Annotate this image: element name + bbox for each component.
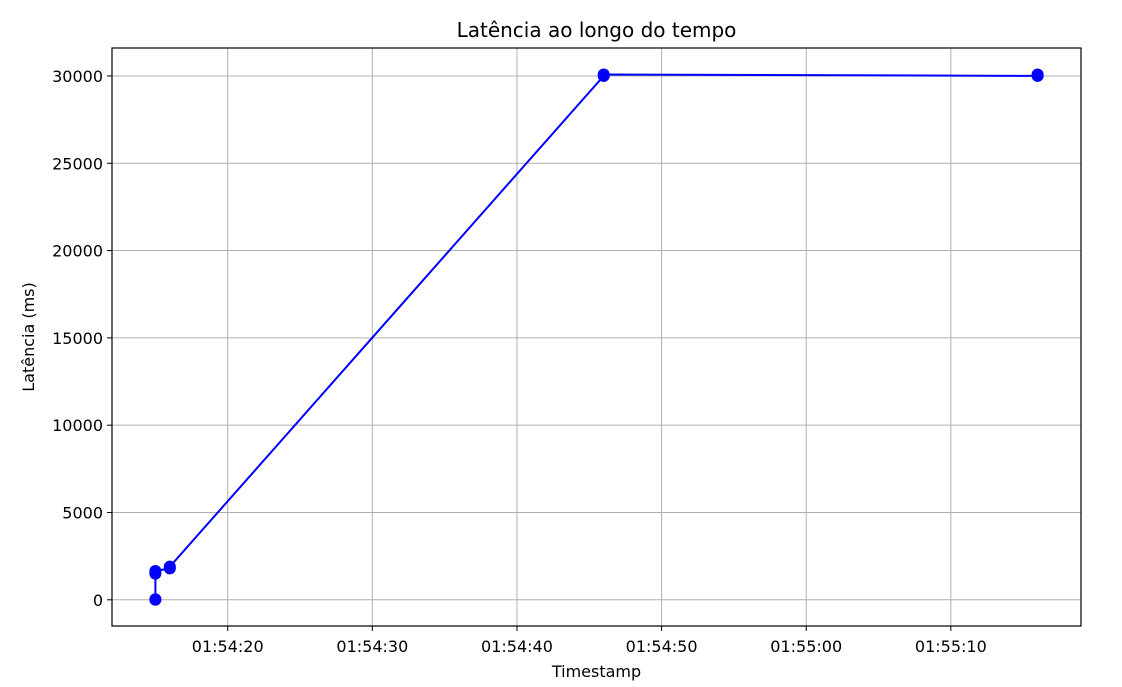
x-tick-label: 01:54:20	[192, 637, 264, 656]
y-tick-label: 10000	[52, 416, 103, 435]
x-tick-label: 01:55:00	[770, 637, 842, 656]
series-layer	[149, 68, 1044, 606]
x-axis-label: Timestamp	[551, 662, 641, 681]
x-tick-label: 01:54:50	[626, 637, 698, 656]
y-tick-label: 0	[93, 591, 103, 610]
plot-frame	[111, 47, 1082, 627]
y-tick-label: 30000	[52, 67, 103, 86]
data-point	[597, 68, 610, 81]
y-tick-label: 20000	[52, 242, 103, 261]
chart-title: Latência ao longo do tempo	[457, 18, 737, 42]
series-line	[154, 73, 1039, 600]
data-point	[149, 564, 162, 577]
y-tick-label: 25000	[52, 154, 103, 173]
y-tick-label: 15000	[52, 329, 103, 348]
axis-ticks: 01:54:20 01:54:30 01:54:40 01:54:50 01:55:00…	[52, 67, 987, 656]
x-tick-label: 01:55:10	[915, 637, 987, 656]
grid-lines	[112, 48, 1081, 626]
y-tick-label: 5000	[62, 503, 103, 522]
x-tick-label: 01:54:40	[481, 637, 553, 656]
x-tick-label: 01:54:30	[336, 637, 408, 656]
y-axis-label: Latência (ms)	[19, 282, 38, 392]
data-point	[163, 560, 176, 573]
data-point	[1031, 68, 1044, 81]
data-point	[149, 593, 162, 606]
